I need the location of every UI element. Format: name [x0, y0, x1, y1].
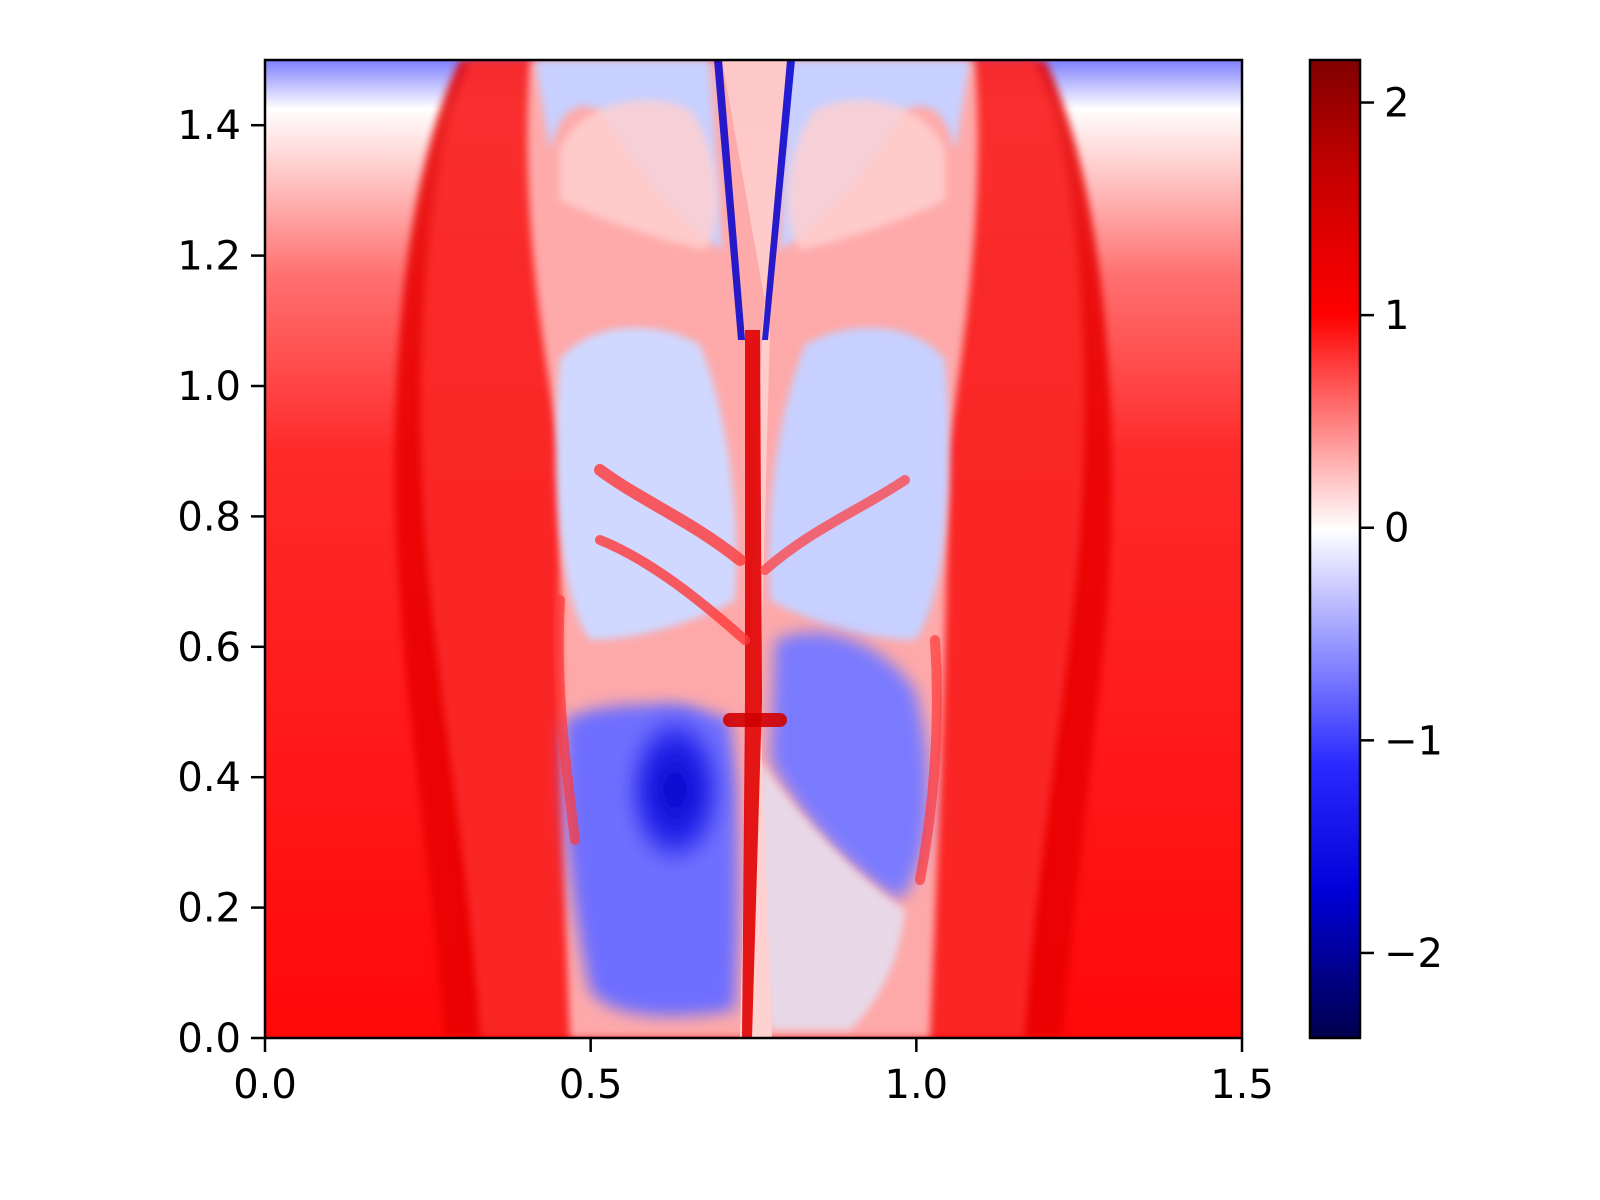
x-tick-label: 0.5: [559, 1062, 623, 1108]
y-tick-label: 0.2: [177, 886, 241, 932]
mid-left-lobe: [556, 327, 737, 640]
central-jet-core: [742, 330, 762, 1038]
y-tick-label: 0.6: [177, 625, 241, 671]
x-tick-label: 1.0: [885, 1062, 949, 1108]
y-tick-label: 1.2: [177, 234, 241, 280]
lower-right-pale: [758, 760, 905, 1030]
jet-edge-right: [762, 60, 795, 340]
colorbar-tick-label: −1: [1384, 718, 1443, 764]
colorbar-frame: [1308, 58, 1362, 1040]
plot-frame: [263, 58, 1244, 1040]
colorbar-ticks: 2 1 0 −1 −2: [1360, 81, 1443, 977]
colorbar-tick-label: 2: [1384, 81, 1409, 127]
deep-blue-core: [620, 705, 730, 875]
top-right-pink-lobe: [788, 100, 945, 250]
colorbar-tick-label: −2: [1384, 931, 1443, 977]
x-axis: 0.0 0.5 1.0 1.5: [233, 1038, 1274, 1108]
colorbar-tick-label: 0: [1384, 506, 1409, 552]
mid-right-lobe: [768, 327, 949, 640]
heatmap-field: [265, 60, 1242, 1038]
y-axis: 0.0 0.2 0.4 0.6 0.8 1.0 1.2 1.4: [177, 103, 265, 1062]
x-tick-label: 0.0: [233, 1062, 297, 1108]
x-tick-label: 1.5: [1210, 1062, 1274, 1108]
top-left-pink-lobe: [560, 100, 717, 250]
y-tick-label: 0.4: [177, 755, 241, 801]
y-tick-label: 1.0: [177, 364, 241, 410]
y-tick-label: 0.0: [177, 1016, 241, 1062]
y-tick-label: 1.4: [177, 103, 241, 149]
jet-edge-left: [714, 60, 745, 340]
lower-right-blue: [770, 632, 929, 900]
colorbar-gradient: [1310, 60, 1360, 1038]
colorbar: 2 1 0 −1 −2: [1308, 58, 1443, 1040]
y-tick-label: 0.8: [177, 494, 241, 540]
colorbar-tick-label: 1: [1384, 293, 1409, 339]
filaments: [553, 464, 942, 885]
